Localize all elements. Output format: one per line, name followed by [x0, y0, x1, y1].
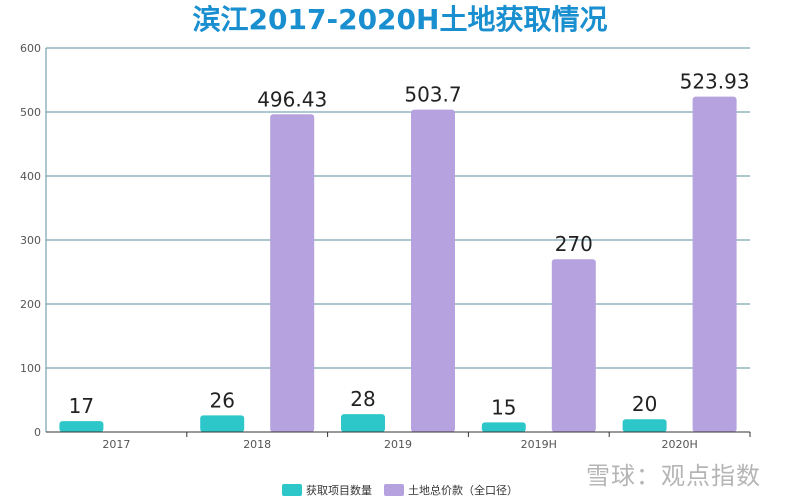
data-label: 503.7 — [404, 83, 461, 107]
legend-item[interactable]: 土地总价款（全口径） — [384, 482, 518, 498]
y-tick-label: 0 — [34, 426, 41, 439]
x-tick-label: 2020H — [661, 438, 697, 451]
legend-swatch — [384, 484, 404, 496]
legend: 获取项目数量 土地总价款（全口径） — [0, 482, 800, 498]
y-axis-ticks: 0 100 200 300 400 500 600 — [20, 42, 41, 439]
data-label: 28 — [350, 387, 375, 411]
legend-swatch — [282, 484, 302, 496]
bar-project-count-2019H — [481, 422, 526, 432]
data-label: 17 — [69, 394, 94, 418]
y-tick-label: 100 — [20, 362, 41, 375]
data-label: 496.43 — [257, 87, 327, 111]
y-tick-label: 500 — [20, 106, 41, 119]
data-labels: 17 26 496.43 28 503.7 15 270 20 523.93 — [69, 70, 750, 420]
data-label: 26 — [209, 388, 234, 412]
y-tick-label: 600 — [20, 42, 41, 55]
data-label: 15 — [491, 395, 516, 419]
x-tick-label: 2017 — [102, 438, 130, 451]
legend-item[interactable]: 获取项目数量 — [282, 482, 372, 498]
y-tick-label: 200 — [20, 298, 41, 311]
legend-label: 获取项目数量 — [306, 484, 372, 497]
data-label: 270 — [555, 232, 593, 256]
bar-project-count-2019 — [341, 414, 385, 432]
bar-land-price-2019 — [411, 109, 455, 432]
y-tick-label: 300 — [20, 234, 41, 247]
bar-project-count-2017 — [59, 421, 104, 432]
bar-project-count-2020H — [622, 419, 667, 432]
legend-label: 土地总价款（全口径） — [408, 484, 518, 497]
data-label: 20 — [632, 392, 657, 416]
x-axis: 2017 2018 2019 2019H 2020H — [46, 431, 751, 451]
bar-land-price-2018 — [270, 114, 315, 433]
bar-land-price-2020H — [692, 96, 737, 432]
bars — [59, 96, 737, 433]
watermark: 雪球：观点指数 — [586, 462, 761, 490]
chart-title: 滨江2017-2020H土地获取情况 — [192, 3, 608, 36]
gridlines — [45, 47, 750, 432]
x-tick-label: 2018 — [243, 438, 271, 451]
x-tick-label: 2019 — [384, 438, 412, 451]
data-label: 523.93 — [680, 70, 750, 94]
y-tick-label: 400 — [20, 170, 41, 183]
x-tick-label: 2019H — [521, 438, 557, 451]
bar-project-count-2018 — [200, 415, 245, 432]
bar-land-price-2019H — [551, 259, 596, 432]
